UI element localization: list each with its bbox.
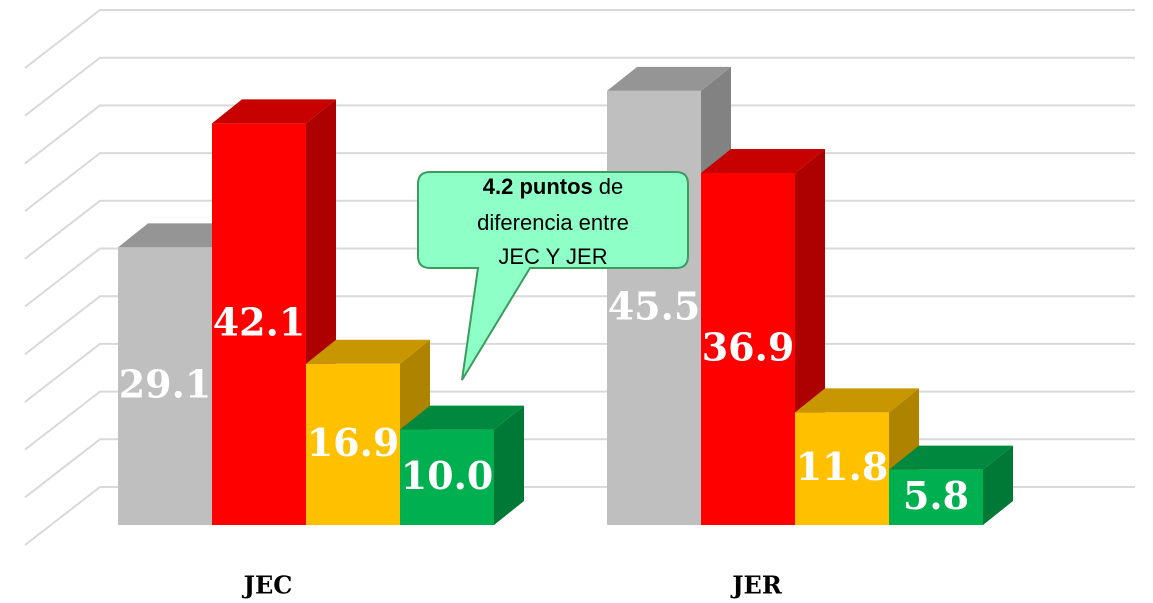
value-label: 16.9	[307, 420, 400, 465]
bars	[118, 66, 1013, 526]
x-tick-label: JER	[730, 571, 783, 600]
bar-top	[306, 339, 430, 364]
callout-line: JEC Y JER	[498, 244, 607, 269]
bar-side	[494, 405, 524, 525]
value-label: 29.1	[119, 362, 212, 407]
value-label: 45.5	[608, 283, 701, 328]
bar-top	[212, 99, 336, 124]
grid-line	[24, 9, 1135, 69]
grid-line	[24, 104, 1135, 165]
callout: 4.2 puntos de diferencia entre JEC Y JER	[417, 171, 689, 381]
value-label: 11.8	[796, 444, 889, 489]
bar	[795, 412, 889, 525]
value-label: 5.8	[903, 473, 969, 518]
bar-side	[983, 445, 1013, 525]
bar-top	[701, 148, 825, 173]
callout-bold: 4.2 puntos	[483, 174, 593, 199]
bar	[118, 247, 212, 526]
bar-top	[889, 445, 1013, 470]
callout-line: diferencia entre	[477, 210, 629, 235]
value-label: 36.9	[702, 324, 795, 369]
bar	[607, 90, 701, 526]
bar-top	[607, 66, 731, 91]
value-label: 42.1	[213, 300, 306, 345]
bar	[212, 123, 306, 525]
labels: 29.142.1 16.910.0 JEC 45.536.9 11.8 5.8 JER	[119, 283, 969, 599]
callout-box	[417, 171, 689, 381]
bar	[889, 469, 983, 525]
grid-line	[24, 56, 1135, 117]
grid	[24, 9, 1135, 546]
bar-top	[795, 388, 919, 413]
bar	[400, 429, 494, 525]
callout-line: 4.2 puntos de	[483, 174, 624, 199]
bar	[306, 363, 400, 525]
callout-text: de	[599, 174, 623, 199]
bar-top	[400, 405, 524, 430]
bar-top	[118, 223, 242, 248]
bar	[701, 172, 795, 525]
value-label: 10.0	[401, 453, 494, 498]
x-tick-label: JEC	[242, 571, 293, 600]
